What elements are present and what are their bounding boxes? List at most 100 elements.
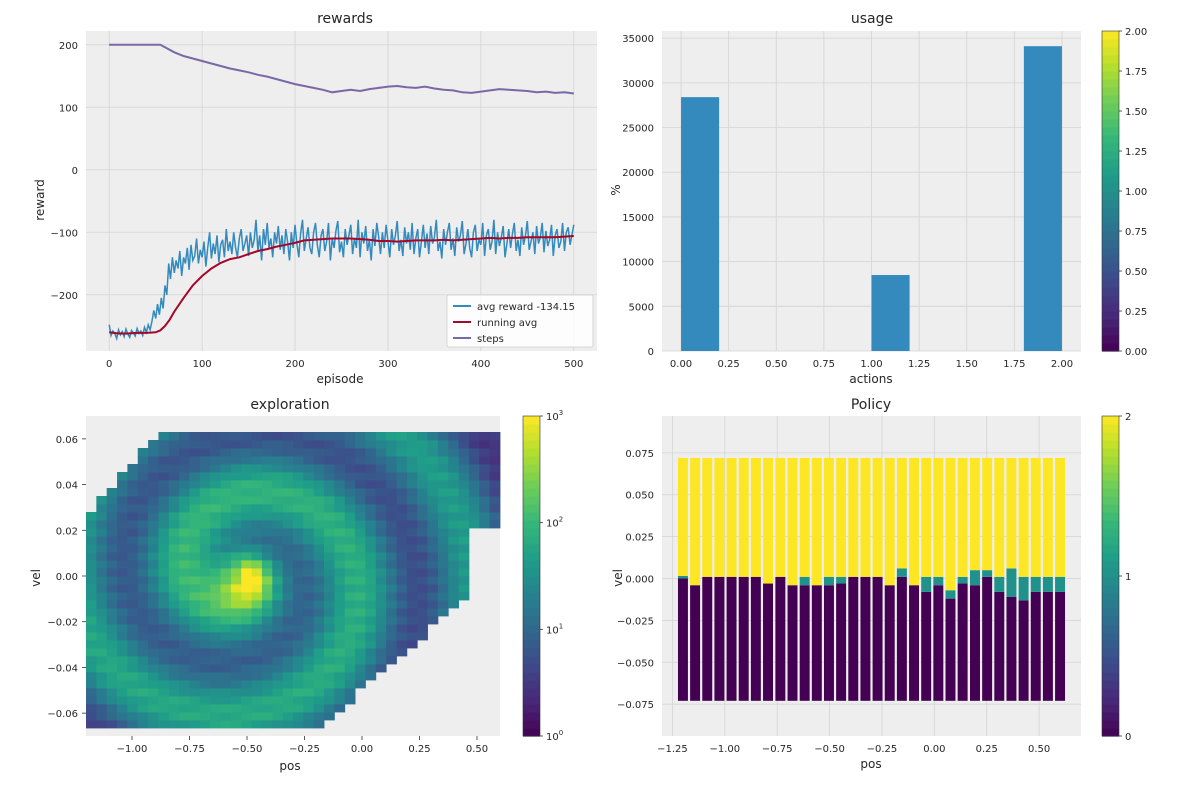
exploration-cell: [106, 512, 118, 521]
exploration-cell: [313, 440, 325, 449]
exploration-cell: [396, 472, 408, 481]
exploration-cell: [86, 640, 97, 649]
exploration-cell: [189, 632, 201, 641]
exploration-cell: [303, 648, 315, 657]
exploration-cell: [396, 496, 408, 505]
exploration-cell: [355, 448, 366, 457]
usage-colorbar-segment: [1102, 287, 1119, 296]
exploration-cell: [261, 640, 273, 649]
usage-colorbar-segment: [1102, 31, 1119, 40]
exploration-cell: [375, 568, 387, 577]
exploration-cell: [158, 464, 170, 473]
exploration-cell: [355, 608, 366, 617]
exploration-cell: [344, 488, 356, 497]
exploration-cell: [251, 632, 263, 641]
exploration-cell: [210, 600, 221, 609]
exploration-cell: [189, 560, 201, 569]
exploration-cell: [261, 504, 273, 513]
exploration-cell: [106, 520, 118, 529]
exploration-cell: [241, 704, 252, 713]
exploration-cell: [189, 680, 201, 689]
exploration-cell: [127, 568, 139, 577]
exploration-cell: [137, 536, 149, 545]
exploration-cell: [355, 664, 366, 673]
exploration-cell: [406, 576, 418, 585]
policy-column-action-2: [750, 457, 761, 577]
exploration-cell: [179, 704, 190, 713]
exploration-cell: [489, 488, 501, 497]
exploration-x-tick-label: −0.25: [289, 744, 320, 755]
exploration-cell: [386, 616, 397, 625]
exploration-cell: [86, 664, 97, 673]
exploration-cell: [479, 472, 491, 481]
exploration-cell: [375, 480, 387, 489]
exploration-cell: [117, 640, 128, 649]
exploration-cell: [334, 544, 346, 553]
exploration-cell: [324, 656, 335, 665]
usage-colorbar-segment: [1102, 135, 1119, 144]
policy-column-action-1: [1055, 576, 1066, 592]
exploration-cell: [106, 640, 118, 649]
exploration-cell: [220, 528, 232, 537]
exploration-cell: [106, 488, 118, 497]
exploration-cell: [179, 512, 190, 521]
exploration-cell: [324, 488, 335, 497]
exploration-cell: [127, 664, 139, 673]
exploration-cell: [375, 440, 387, 449]
exploration-cell: [220, 536, 232, 545]
exploration-cell: [437, 568, 449, 577]
usage-bar: [871, 275, 910, 351]
exploration-cell: [179, 520, 190, 529]
policy-colorbar-segment: [1102, 608, 1119, 617]
exploration-cell: [96, 656, 108, 665]
exploration-cell: [241, 448, 252, 457]
exploration-cell: [417, 624, 428, 633]
exploration-cell: [313, 696, 325, 705]
exploration-cell: [210, 688, 221, 697]
exploration-cell: [230, 632, 242, 641]
exploration-colorbar-exponent: 1: [559, 622, 563, 630]
exploration-cell: [241, 480, 252, 489]
exploration-cell: [148, 696, 159, 705]
exploration-cell: [220, 496, 232, 505]
exploration-cell: [272, 480, 284, 489]
exploration-cell: [324, 432, 335, 441]
usage-x-tick-label: 0.75: [813, 359, 835, 370]
exploration-cell: [427, 512, 439, 521]
exploration-cell: [365, 536, 377, 545]
exploration-colorbar-segment: [523, 440, 540, 449]
exploration-cell: [344, 440, 356, 449]
exploration-cell: [293, 528, 304, 537]
exploration-cell: [396, 608, 408, 617]
exploration-cell: [230, 480, 242, 489]
exploration-cell: [106, 552, 118, 561]
policy-column-action-0: [848, 576, 859, 701]
rewards-y-tick-label: 100: [59, 103, 78, 114]
exploration-cell: [148, 720, 159, 729]
exploration-cell: [251, 544, 263, 553]
exploration-cell: [261, 592, 273, 601]
exploration-cell: [148, 600, 159, 609]
exploration-cell: [468, 448, 480, 457]
exploration-cell: [251, 592, 263, 601]
exploration-cell: [272, 576, 284, 585]
exploration-cell: [199, 464, 211, 473]
exploration-cell: [437, 608, 449, 617]
exploration-cell: [241, 456, 252, 465]
policy-colorbar-segment: [1102, 656, 1119, 665]
policy-column-action-2: [921, 457, 932, 577]
rewards-y-tick-label: 0: [72, 166, 78, 177]
exploration-cell: [303, 432, 315, 441]
exploration-cell: [365, 616, 377, 625]
usage-colorbar-segment: [1102, 215, 1119, 224]
exploration-cell: [189, 472, 201, 481]
exploration-cell: [137, 568, 149, 577]
usage-colorbar-segment: [1102, 311, 1119, 320]
exploration-cell: [220, 624, 232, 633]
usage-title: usage: [851, 11, 893, 27]
exploration-cell: [313, 688, 325, 697]
usage-colorbar-segment: [1102, 191, 1119, 200]
exploration-cell: [261, 544, 273, 553]
exploration-cell: [137, 656, 149, 665]
exploration-colorbar-segment: [523, 616, 540, 625]
